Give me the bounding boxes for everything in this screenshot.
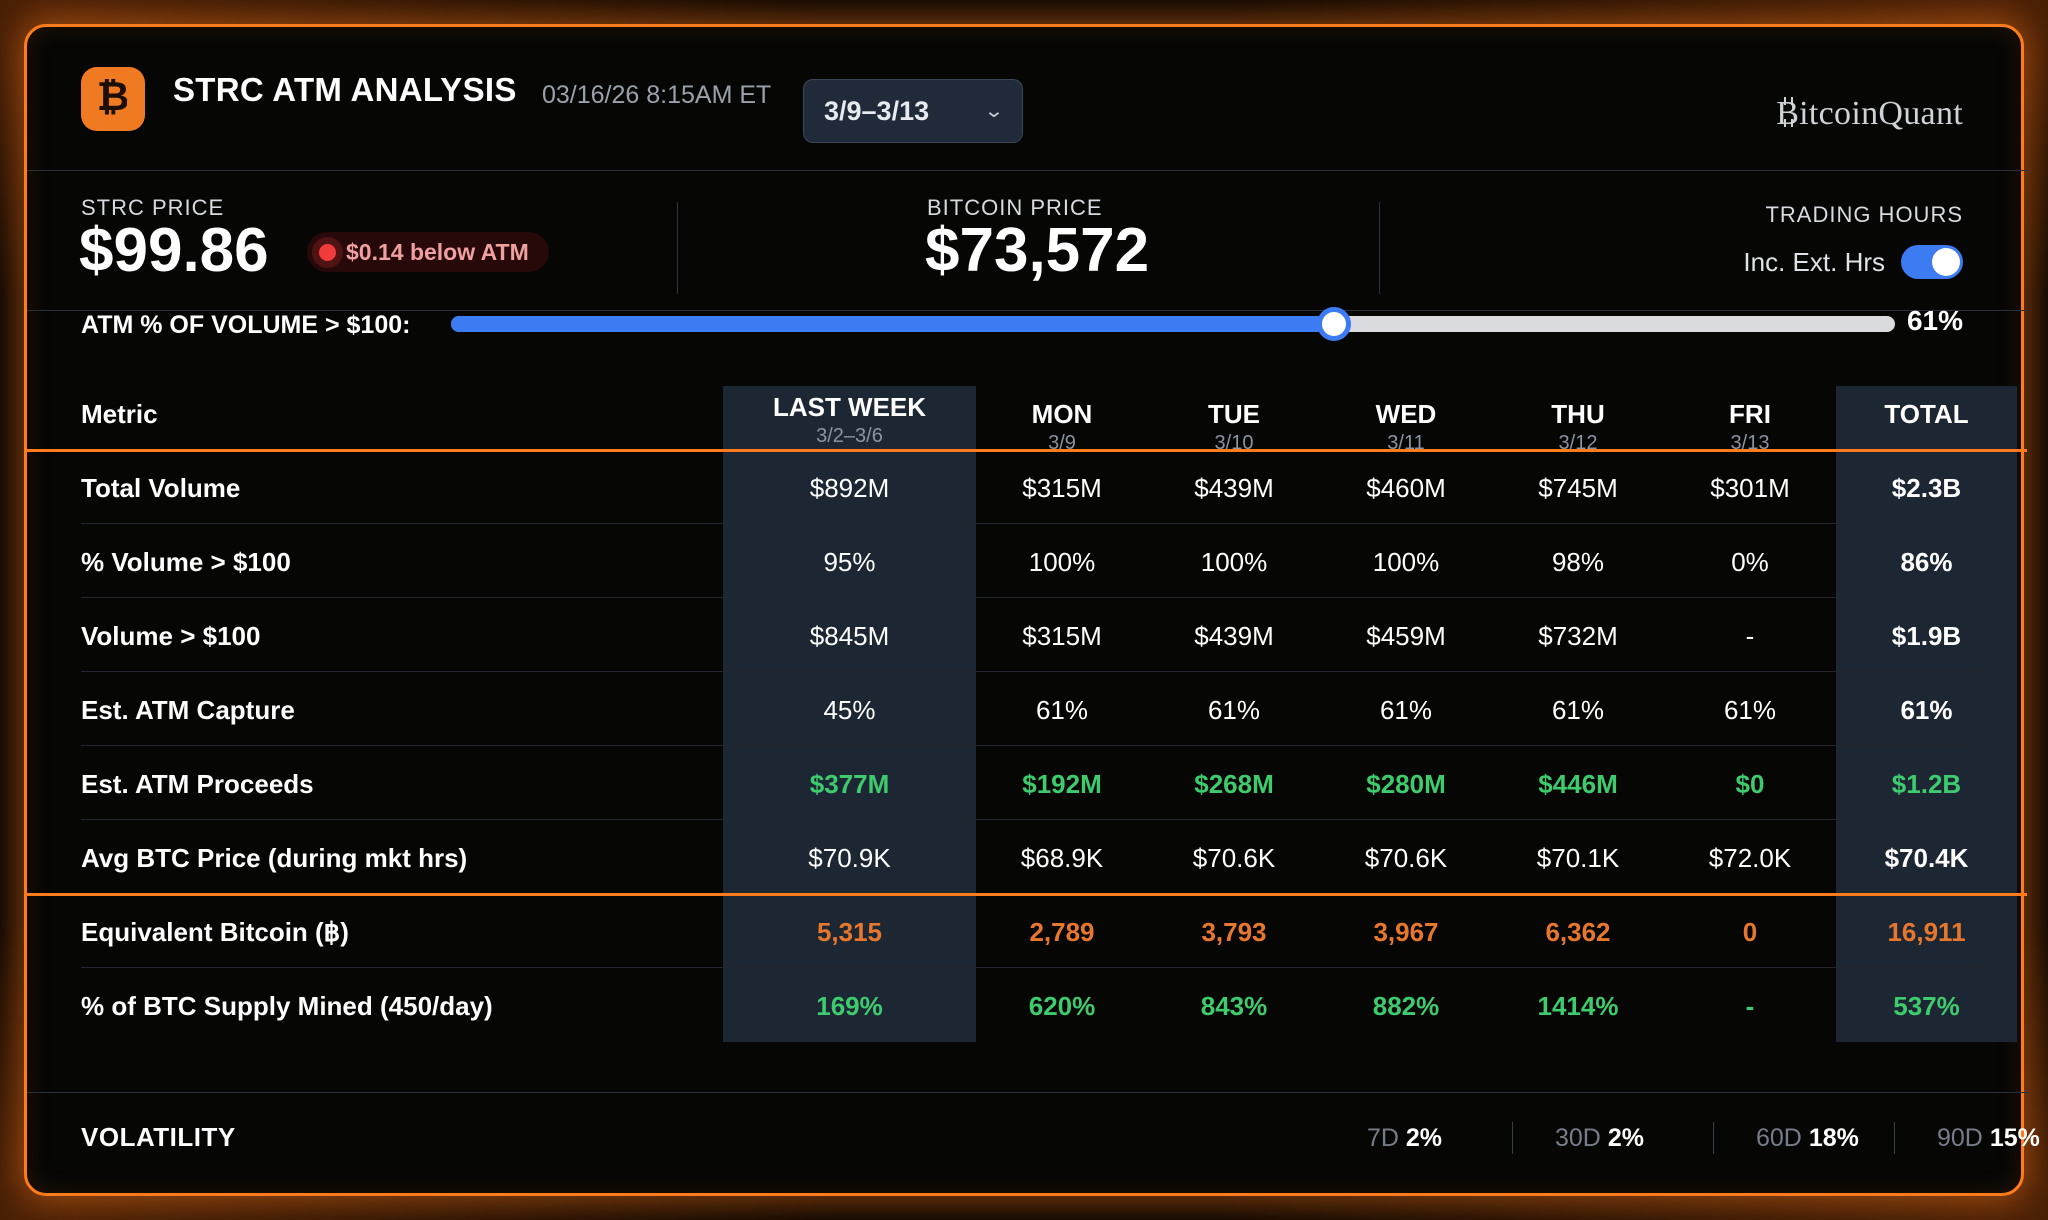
svg-text:₿: ₿ (99, 79, 127, 119)
